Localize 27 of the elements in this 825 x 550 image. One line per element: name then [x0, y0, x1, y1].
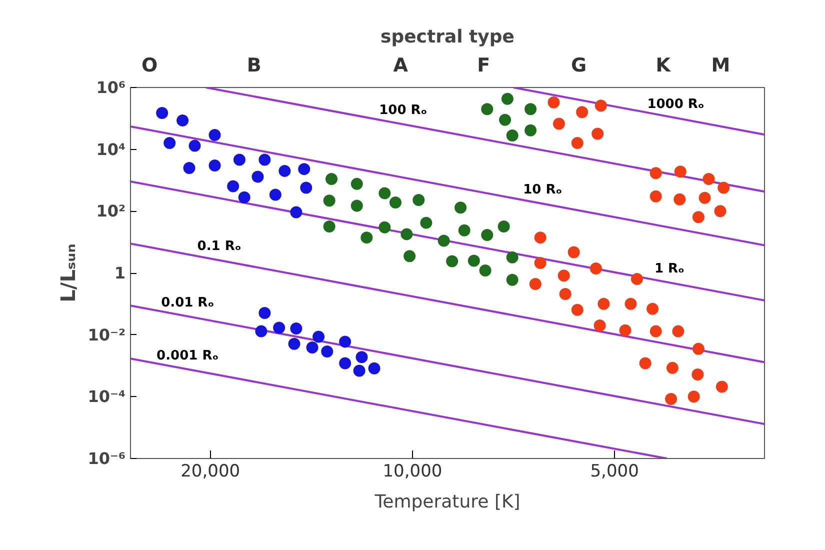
text: B: [246, 54, 262, 76]
x2-axis-title: spectral type: [380, 26, 514, 48]
series-label: 0.1 Rₒ: [197, 239, 242, 254]
y-tick-label: 10⁻²: [88, 325, 126, 344]
y-tick-label: 1: [114, 264, 126, 282]
series-label: 1 Rₒ: [654, 262, 684, 277]
text: A: [393, 54, 408, 76]
y-axis-title: L/Lₛᵤₙ: [56, 244, 80, 302]
y-tick-label: 10⁶: [96, 78, 126, 97]
x-tick-label: 10,000: [382, 462, 442, 482]
text: M: [711, 54, 730, 76]
text: O: [141, 54, 158, 76]
x-tick-label: 5,000: [590, 462, 639, 482]
y-tick-label: 10⁻⁴: [88, 387, 126, 406]
series-label: 1000 Rₒ: [647, 96, 704, 112]
series-label: 0.001 Rₒ: [156, 348, 219, 364]
series-label: 100 Rₒ: [379, 103, 428, 118]
y-tick-label: 10⁴: [96, 140, 126, 159]
text: K: [656, 54, 672, 76]
text: F: [477, 54, 490, 76]
x-axis-title: Temperature [K]: [374, 492, 520, 512]
y-tick-label: 10⁻⁶: [88, 449, 126, 468]
series-label: 0.01 Rₒ: [161, 295, 214, 310]
x-tick-label: 20,000: [180, 462, 240, 482]
text: G: [570, 54, 587, 76]
y-tick-label: 10²: [96, 202, 126, 221]
series-label: 10 Rₒ: [523, 182, 562, 198]
